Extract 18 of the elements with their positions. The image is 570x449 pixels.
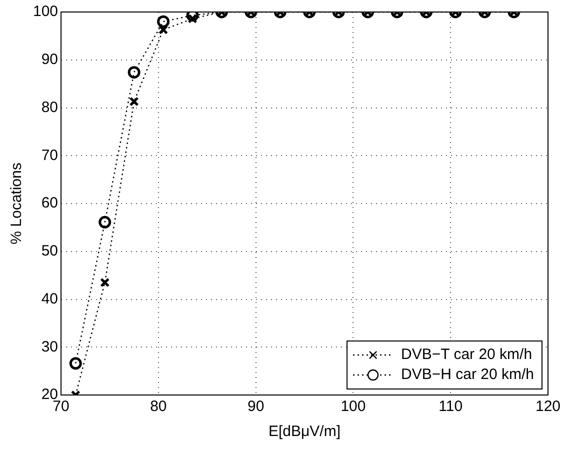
- y-tick-label: 30: [41, 338, 58, 356]
- y-axis-title: % Locations: [8, 162, 26, 244]
- y-tick-label: 70: [41, 146, 58, 164]
- legend-label: DVB−H car 20 km/h: [401, 366, 534, 384]
- legend-label: DVB−T car 20 km/h: [401, 346, 532, 364]
- x-tick-label: 90: [247, 398, 264, 416]
- x-tick-label: 70: [52, 398, 70, 416]
- x-tick-label: 110: [438, 398, 463, 416]
- y-tick-label: 40: [41, 290, 58, 308]
- x-tick-label: 100: [340, 398, 366, 416]
- y-tick-label: 80: [41, 98, 58, 116]
- y-tick-label: 60: [41, 194, 58, 212]
- x-tick-label: 80: [150, 398, 167, 416]
- x-axis-title: E[dBμV/m]: [268, 423, 341, 440]
- x-tick-label: 120: [535, 398, 561, 416]
- y-tick-label: 100: [32, 3, 58, 20]
- y-tick-label: 90: [41, 51, 58, 68]
- y-tick-label: 50: [41, 242, 58, 260]
